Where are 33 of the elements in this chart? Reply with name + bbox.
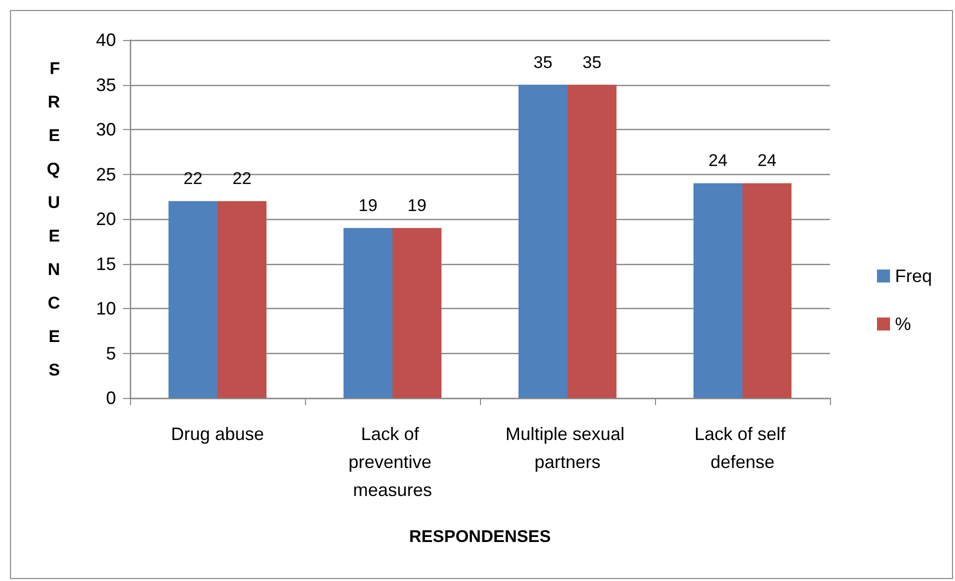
y-tick-label: 10 bbox=[96, 298, 116, 318]
bar bbox=[568, 84, 616, 398]
data-label: 22 bbox=[232, 169, 252, 188]
bar bbox=[218, 201, 266, 398]
y-tick-label: 25 bbox=[96, 164, 116, 184]
data-label: 19 bbox=[358, 196, 378, 215]
bar bbox=[168, 201, 218, 398]
y-tick-label: 40 bbox=[96, 30, 116, 50]
data-label: 24 bbox=[758, 151, 776, 170]
y-tick-label: 30 bbox=[96, 120, 116, 140]
data-label: 22 bbox=[184, 169, 202, 188]
bar bbox=[742, 183, 792, 398]
data-label: 19 bbox=[408, 196, 426, 215]
x-axis-title: RESPONDENSES bbox=[409, 527, 551, 546]
x-tick-label: Multiple sexual partners bbox=[505, 424, 630, 472]
data-label: 35 bbox=[582, 52, 602, 72]
bar bbox=[392, 228, 442, 398]
legend-label: % bbox=[894, 314, 912, 334]
bar bbox=[344, 228, 392, 398]
x-tick-label: Lack of preventive measures bbox=[348, 424, 437, 500]
data-label: 24 bbox=[708, 151, 728, 170]
y-tick-label: 5 bbox=[106, 343, 116, 364]
bar bbox=[518, 84, 568, 398]
y-tick-label: 35 bbox=[96, 74, 116, 95]
legend-label: Freq bbox=[894, 266, 932, 286]
bar bbox=[694, 183, 742, 398]
y-tick-label: 15 bbox=[96, 254, 116, 274]
x-tick-label: Drug abuse bbox=[170, 424, 264, 444]
y-tick-label: 20 bbox=[96, 209, 116, 229]
x-tick-label: Lack of self defense bbox=[694, 424, 791, 472]
data-label: 35 bbox=[534, 52, 552, 72]
y-tick-label: 0 bbox=[106, 388, 116, 408]
text: FREQUENCES bbox=[46, 58, 60, 380]
